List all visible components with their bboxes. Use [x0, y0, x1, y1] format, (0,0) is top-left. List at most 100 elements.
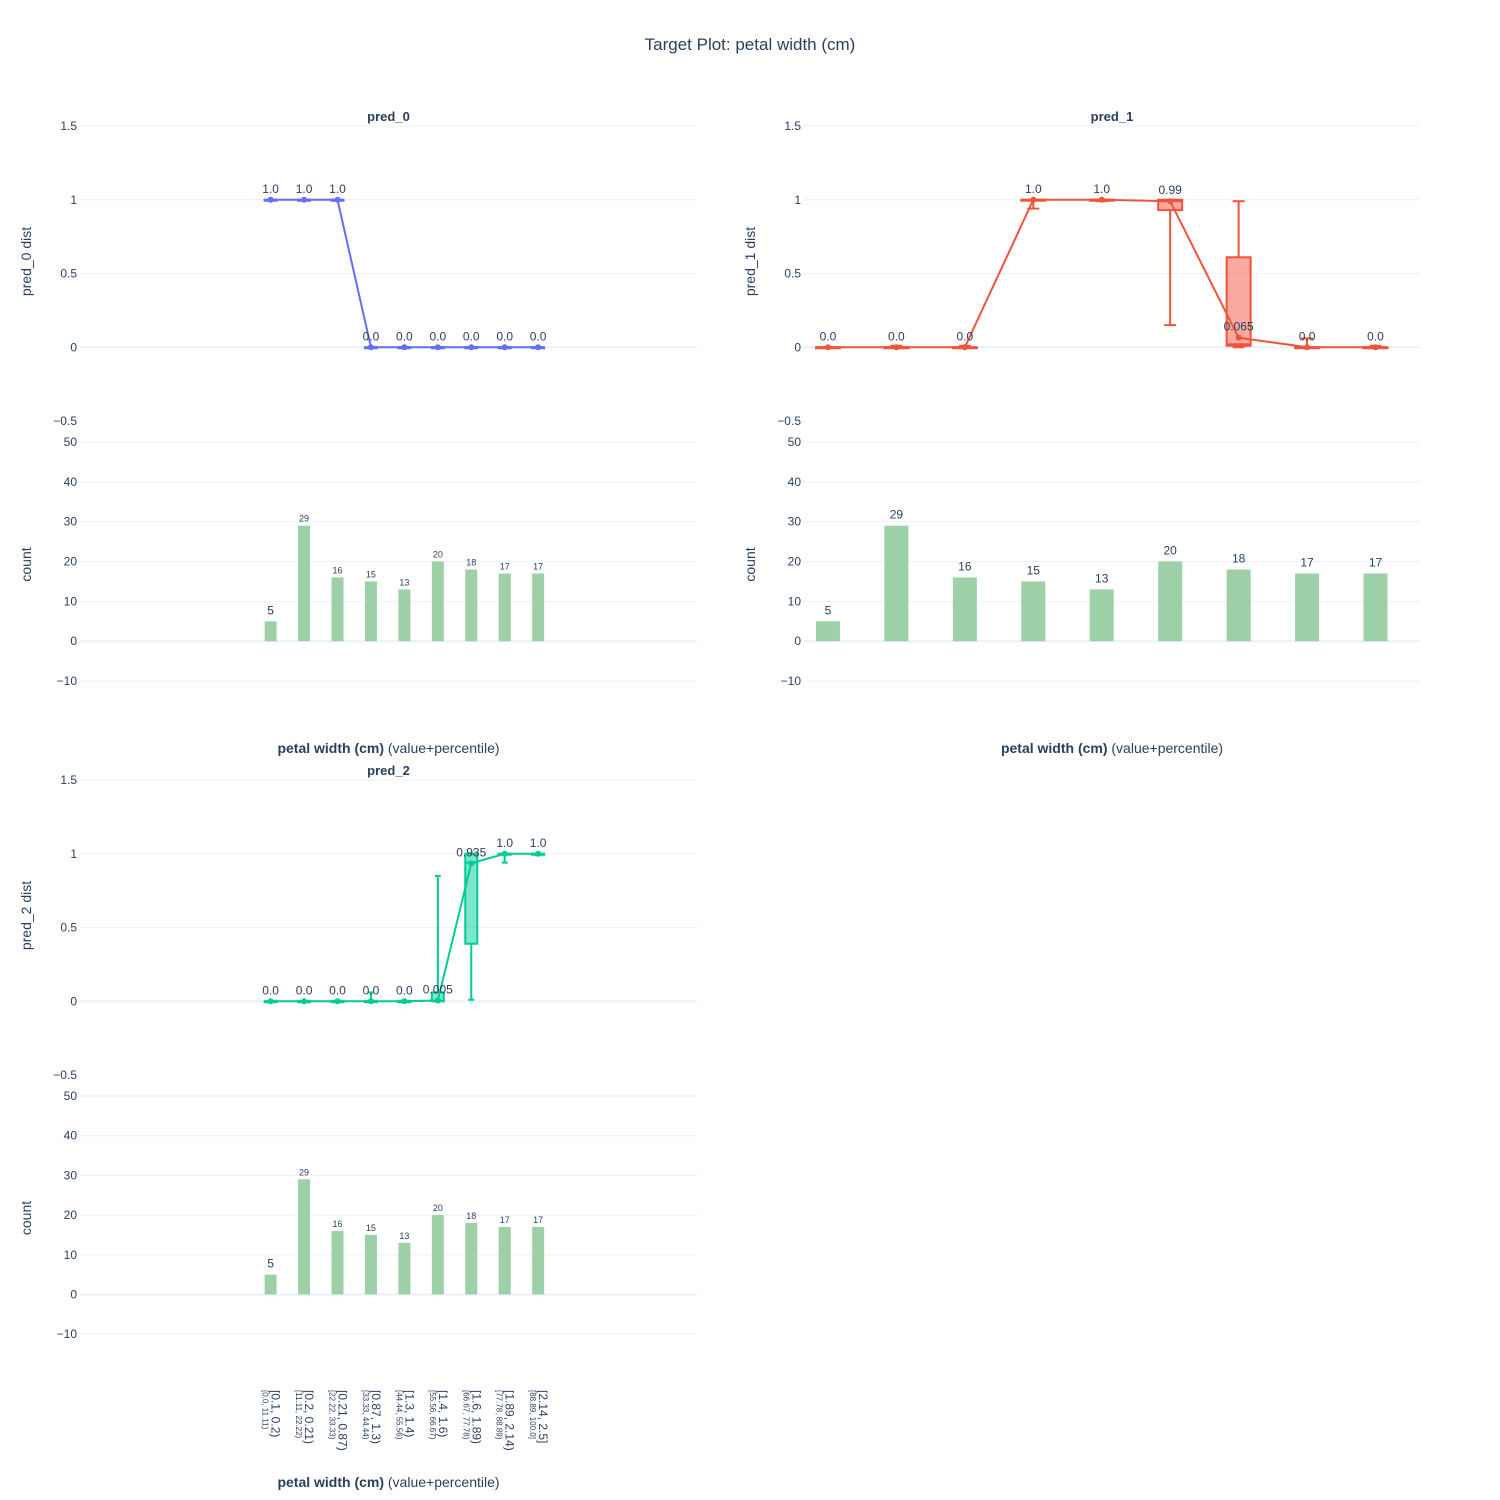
mean-marker [401, 344, 408, 351]
main-title: Target Plot: petal width (cm) [645, 35, 856, 54]
count-bar [264, 621, 277, 642]
count-label: 20 [1163, 544, 1177, 558]
mean-label: 0.935 [456, 845, 486, 859]
count-axis-title: count [18, 547, 34, 581]
count-label: 20 [433, 550, 443, 560]
mean-marker [1030, 196, 1037, 203]
x-category-tick: [2.14, 2.5][88.89, 100.0] [528, 1390, 550, 1443]
count-label: 17 [533, 561, 543, 571]
mean-label: 0.0 [262, 983, 279, 997]
mean-marker [893, 344, 900, 351]
mean-label: 1.0 [296, 182, 313, 196]
mean-marker [1372, 344, 1379, 351]
count-label: 5 [267, 603, 274, 617]
count-tick-label: 50 [64, 1089, 78, 1103]
count-tick-label: 20 [788, 555, 802, 569]
mean-marker [501, 344, 508, 351]
dist-tick-label: 0 [70, 994, 77, 1008]
count-bar [1295, 573, 1320, 642]
count-bar [465, 1223, 478, 1295]
count-tick-label: 10 [64, 594, 78, 608]
count-bar [398, 1242, 411, 1295]
count-bar [431, 1215, 444, 1295]
mean-label: 0.005 [423, 983, 453, 997]
mean-marker [535, 344, 542, 351]
count-bar [431, 561, 444, 642]
dist-tick-label: −0.5 [777, 414, 801, 428]
x-axis-title-suffix: (value+percentile) [384, 1474, 500, 1490]
dist-tick-label: 1 [70, 847, 77, 861]
count-tick-label: 0 [70, 634, 77, 648]
count-label: 13 [1095, 571, 1109, 585]
count-label: 16 [958, 559, 972, 573]
count-tick-label: 20 [64, 1208, 78, 1222]
count-bar [1226, 569, 1251, 642]
count-bar [532, 1226, 545, 1295]
count-bar [532, 573, 545, 642]
mean-label: 0.0 [329, 983, 346, 997]
count-label: 13 [399, 577, 409, 587]
x-category-label: [1.3, 1.4) [402, 1390, 416, 1437]
mean-marker [961, 344, 968, 351]
mean-marker [334, 998, 341, 1005]
count-tick-label: 20 [64, 555, 78, 569]
count-axis-title: count [742, 547, 758, 581]
count-bar [952, 577, 977, 642]
x-category-tick: [0.1, 0.2)[0.0, 11.11) [261, 1390, 283, 1437]
count-label: 29 [299, 1167, 309, 1177]
count-tick-label: 40 [64, 1129, 78, 1143]
mean-marker [301, 196, 308, 203]
count-tick-label: 50 [64, 435, 78, 449]
count-tick-label: 0 [70, 1287, 77, 1301]
count-tick-label: 50 [788, 435, 802, 449]
x-axis-title-bold: petal width (cm) [277, 740, 384, 756]
dist-tick-label: −0.5 [53, 414, 77, 428]
dist-tick-label: 0 [70, 340, 77, 354]
x-axis-title: petal width (cm) (value+percentile) [277, 740, 499, 756]
count-tick-label: −10 [57, 1327, 78, 1341]
count-tick-label: 40 [788, 475, 802, 489]
count-bar [264, 1274, 277, 1295]
x-category-label: [0.2, 0.21) [302, 1390, 316, 1444]
x-percentile-label: [0.0, 11.11) [261, 1390, 270, 1430]
count-label: 18 [466, 558, 476, 568]
mean-label: 1.0 [262, 182, 279, 196]
panel-pred_2: pred_2 1.5 1 0.5 0 −0.5 pred_2 dist 0.0 0.0 0.0 0.… [18, 763, 697, 1490]
mean-label: 0.0 [396, 329, 413, 343]
x-axis-title-suffix: (value+percentile) [1108, 740, 1224, 756]
count-label: 20 [433, 1203, 443, 1213]
count-label: 18 [466, 1211, 476, 1221]
dist-tick-label: 0.5 [784, 267, 801, 281]
mean-marker [501, 850, 508, 857]
mean-label: 1.0 [496, 836, 513, 850]
mean-marker [1167, 198, 1174, 205]
mean-marker [434, 344, 441, 351]
mean-label: 1.0 [329, 182, 346, 196]
count-bar [884, 525, 909, 642]
count-label: 17 [1369, 555, 1383, 569]
mean-marker [367, 998, 374, 1005]
count-label: 17 [500, 1215, 510, 1225]
count-tick-label: −10 [57, 674, 78, 688]
count-axis-title: count [18, 1201, 34, 1235]
mean-label: 1.0 [530, 836, 547, 850]
x-category-tick: [0.21, 0.87)[22.22, 33.33) [328, 1390, 350, 1451]
mean-marker [401, 998, 408, 1005]
box-body [1225, 256, 1252, 347]
dist-axis-title: pred_2 dist [18, 881, 34, 950]
count-bar [398, 589, 411, 642]
mean-marker [334, 196, 341, 203]
count-bar [298, 1179, 311, 1295]
x-axis-title-bold: petal width (cm) [1001, 740, 1108, 756]
mean-label: 0.0 [1299, 329, 1316, 343]
x-category-tick: [1.4, 1.6)[55.56, 66.67) [428, 1390, 450, 1440]
count-bar [1089, 589, 1114, 642]
dist-box [1225, 200, 1252, 349]
count-bar [465, 569, 478, 642]
x-axis-title-suffix: (value+percentile) [384, 740, 500, 756]
count-label: 29 [299, 514, 309, 524]
count-label: 5 [825, 603, 832, 617]
dist-tick-label: 0.5 [60, 921, 77, 935]
count-tick-label: 10 [64, 1248, 78, 1262]
dist-tick-label: 1.5 [60, 773, 77, 787]
